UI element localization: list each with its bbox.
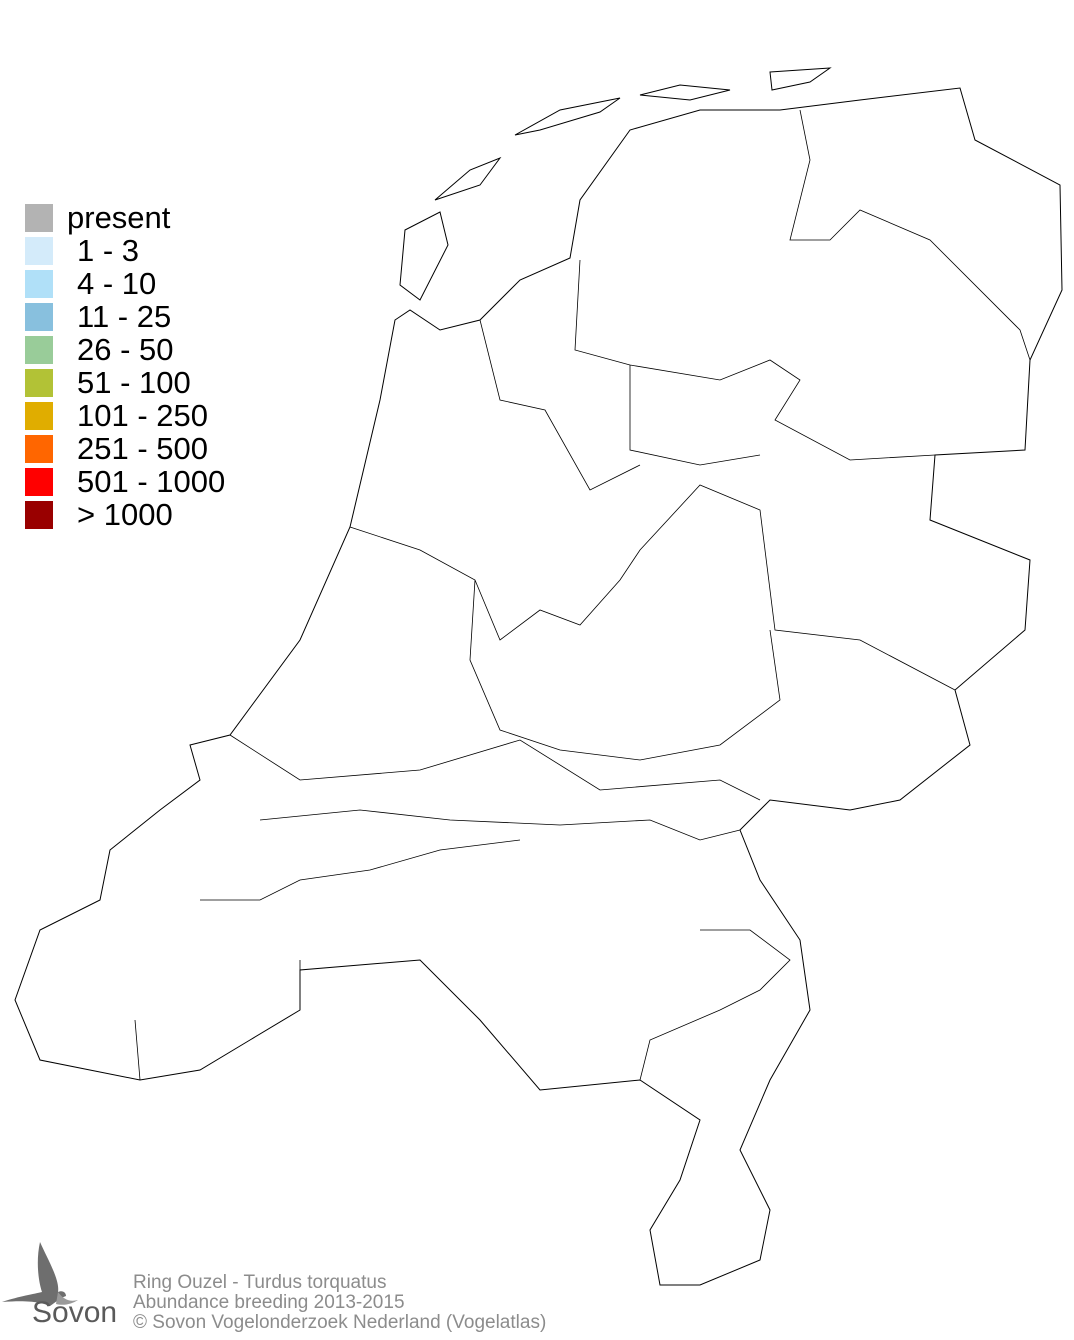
map-caption: Ring Ouzel - Turdus torquatus Abundance … [133, 1273, 546, 1333]
legend-label: 26 - 50 [77, 332, 174, 367]
province-borders [134, 109, 1031, 1081]
legend-label: > 1000 [77, 497, 173, 532]
legend-label: 501 - 1000 [77, 464, 226, 499]
legend-label: 11 - 25 [77, 299, 172, 334]
legend-label: 251 - 500 [77, 431, 208, 466]
species-title: Ring Ouzel - Turdus torquatus [133, 1272, 387, 1293]
legend-swatch [25, 270, 53, 298]
island-vlieland [434, 156, 502, 201]
legend-swatch [25, 402, 53, 430]
legend-label: 4 - 10 [77, 266, 157, 301]
legend-swatch [25, 468, 53, 496]
legend-swatch [25, 369, 53, 397]
map-subtitle: Abundance breeding 2013-2015 [133, 1292, 405, 1313]
island-texel [399, 211, 449, 301]
legend-label: 1 - 3 [77, 233, 140, 268]
island-terschelling [514, 97, 621, 136]
legend-swatch [25, 501, 53, 529]
legend-label: 51 - 100 [77, 365, 191, 400]
legend-swatch [25, 303, 53, 331]
legend-swatch [25, 237, 53, 265]
copyright-notice: © Sovon Vogelonderzoek Nederland (Vogela… [133, 1312, 547, 1333]
country-outline [14, 87, 1063, 1286]
legend-swatch [25, 435, 53, 463]
legend-label: present [67, 200, 171, 235]
swallow-icon [2, 1242, 78, 1306]
island-ameland [639, 84, 731, 101]
island-schiermonnikoog [769, 67, 832, 91]
legend-swatch [25, 336, 53, 364]
legend-swatch [25, 204, 53, 232]
legend-label: 101 - 250 [77, 398, 208, 433]
sovon-logo-text: Sovon [32, 1296, 118, 1329]
